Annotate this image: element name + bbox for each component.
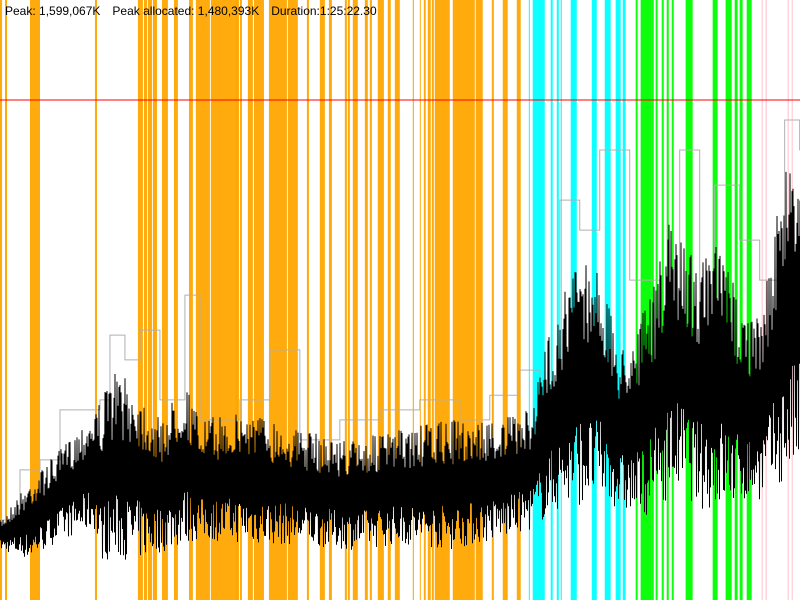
peak-allocated-label: Peak allocated: 1,480,393K: [112, 4, 260, 18]
orange-band: [516, 0, 521, 600]
green-band: [746, 0, 752, 600]
orange-band: [364, 0, 368, 600]
orange-band: [147, 0, 152, 600]
orange-band: [188, 0, 193, 600]
cyan-band: [528, 0, 530, 600]
orange-band: [352, 0, 358, 600]
orange-band: [152, 0, 157, 600]
orange-band: [94, 0, 97, 600]
orange-band: [394, 0, 400, 600]
summary-header: Peak: 1,599,067K Peak allocated: 1,480,39…: [5, 4, 389, 18]
cyan-band: [622, 0, 626, 600]
orange-band: [412, 0, 414, 600]
orange-band: [502, 0, 508, 600]
orange-band: [4, 0, 8, 600]
orange-band: [247, 0, 253, 600]
orange-band: [491, 0, 494, 600]
orange-band: [419, 0, 421, 600]
orange-band: [423, 0, 426, 600]
green-band: [635, 0, 638, 600]
cyan-band: [570, 0, 577, 600]
duration-label: Duration:1:25:22.30: [271, 4, 377, 18]
green-band: [739, 0, 743, 600]
orange-band: [287, 0, 298, 600]
orange-band: [253, 0, 264, 600]
cyan-band: [591, 0, 597, 600]
orange-band: [347, 0, 350, 600]
orange-band: [377, 0, 384, 600]
orange-band: [387, 0, 391, 600]
orange-band: [137, 0, 143, 600]
cyan-band: [615, 0, 621, 600]
series-lines: [0, 99, 800, 560]
orange-band: [239, 0, 242, 600]
orange-band: [328, 0, 332, 600]
cyan-band: [550, 0, 553, 600]
cyan-band: [556, 0, 559, 600]
green-band: [640, 0, 652, 600]
peak-label: Peak: 1,599,067K: [5, 4, 101, 18]
orange-band: [29, 0, 40, 600]
orange-band: [319, 0, 325, 600]
orange-band: [369, 0, 372, 600]
orange-band: [235, 0, 239, 600]
orange-band: [475, 0, 483, 600]
cyan-band: [560, 0, 562, 600]
orange-band: [210, 0, 234, 600]
pink-band: [765, 0, 767, 600]
orange-band: [161, 0, 168, 600]
green-band: [661, 0, 664, 600]
green-band: [651, 0, 654, 600]
orange-band: [306, 0, 309, 600]
pink-band: [761, 0, 763, 600]
orange-band: [431, 0, 434, 600]
orange-band: [344, 0, 347, 600]
cyan-band: [604, 0, 611, 600]
orange-band: [0, 0, 3, 600]
allocated-memory-line: [0, 171, 800, 560]
orange-band: [143, 0, 147, 600]
orange-band: [173, 0, 178, 600]
orange-band: [427, 0, 431, 600]
green-band: [655, 0, 658, 600]
